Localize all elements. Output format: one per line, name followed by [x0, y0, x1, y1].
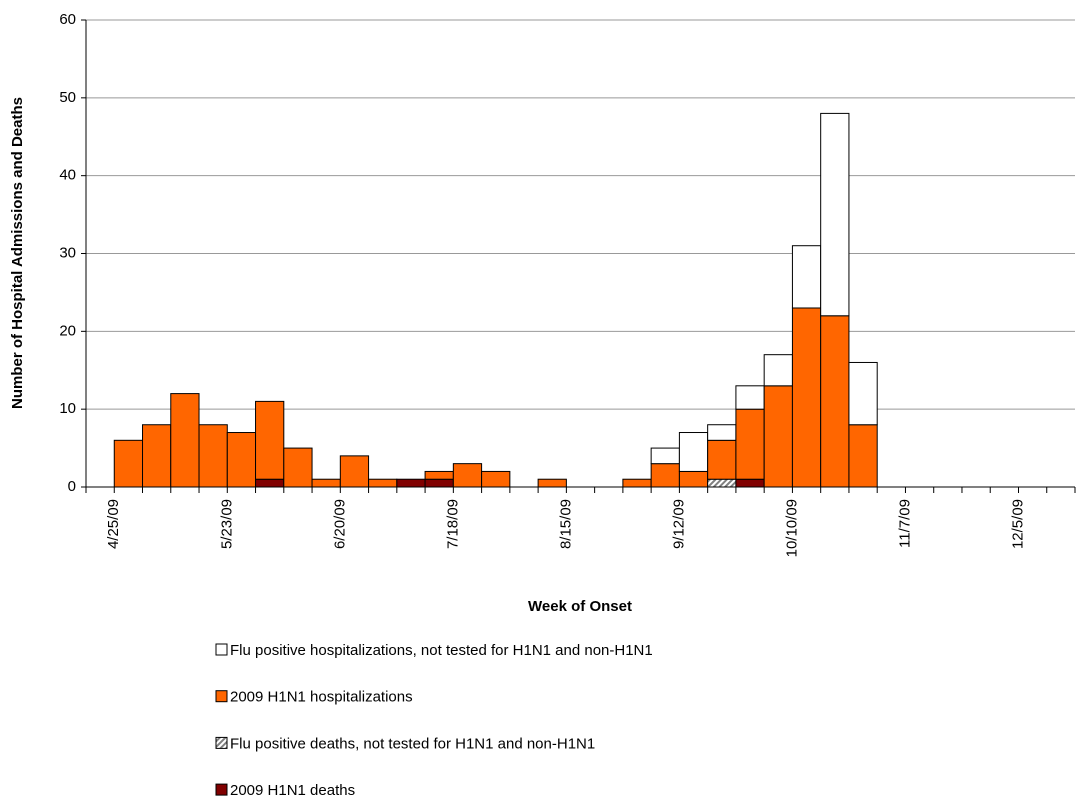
- legend-swatch: [215, 643, 228, 656]
- bar-segment: [622, 478, 652, 488]
- legend-swatch: [215, 690, 228, 703]
- bar-segment: [763, 354, 793, 387]
- bar-segment: [226, 432, 257, 488]
- bar-segment: [452, 463, 483, 488]
- legend-label: 2009 H1N1 deaths: [230, 782, 355, 799]
- bar-segment: [424, 470, 454, 480]
- x-tick-label: 7/18/09: [444, 499, 461, 549]
- y-tick-label: 10: [59, 400, 76, 417]
- bar-segment: [424, 478, 454, 488]
- x-tick-label: 5/23/09: [218, 499, 235, 549]
- bar-segment: [198, 424, 228, 488]
- bar-segment: [848, 361, 878, 426]
- bar-segment: [368, 478, 398, 488]
- bar-segment: [170, 393, 200, 488]
- bar-segment: [678, 432, 709, 472]
- legend-swatch: [215, 783, 228, 796]
- bar-segment: [791, 245, 822, 309]
- x-tick-label: 4/25/09: [105, 499, 122, 549]
- x-tick-label: 9/12/09: [670, 499, 687, 549]
- x-tick-label: 10/10/09: [783, 499, 800, 557]
- bar-segment: [255, 400, 285, 480]
- bar-segment: [820, 315, 850, 488]
- bar-segment: [678, 470, 709, 488]
- bar-segment: [735, 385, 765, 410]
- bar-segment: [848, 424, 878, 488]
- bar-segment: [707, 478, 737, 488]
- bar-segment: [113, 439, 144, 488]
- bar-segment: [707, 439, 737, 480]
- y-tick-label: 40: [59, 167, 76, 184]
- legend-swatch: [215, 736, 228, 749]
- x-tick-label: 8/15/09: [557, 499, 574, 549]
- bar-segment: [142, 424, 172, 488]
- x-tick-label: 12/5/09: [1009, 499, 1026, 549]
- bar-segment: [339, 455, 370, 488]
- bar-segment: [650, 463, 680, 488]
- bar-segment: [283, 447, 313, 488]
- bar-segment: [735, 408, 765, 480]
- bar-segment: [255, 478, 285, 488]
- bar-segment: [396, 478, 426, 488]
- legend-label: Flu positive hospitalizations, not teste…: [230, 642, 653, 659]
- bar-segment: [791, 307, 822, 488]
- bar-segment: [650, 447, 680, 465]
- y-tick-label: 20: [59, 322, 76, 339]
- x-axis-title: Week of Onset: [528, 598, 632, 615]
- y-axis-title: Number of Hospital Admissions and Deaths: [9, 97, 26, 409]
- legend-label: Flu positive deaths, not tested for H1N1…: [230, 735, 595, 752]
- y-tick-label: 30: [59, 244, 76, 261]
- bar-segment: [763, 385, 793, 488]
- bar-segment: [537, 478, 567, 488]
- x-tick-label: 11/7/09: [896, 499, 913, 548]
- x-tick-label: 6/20/09: [331, 499, 348, 549]
- y-tick-label: 60: [59, 11, 76, 28]
- bar-segment: [735, 478, 765, 488]
- legend-label: 2009 H1N1 hospitalizations: [230, 689, 413, 706]
- y-tick-label: 0: [68, 478, 76, 495]
- y-tick-label: 50: [59, 89, 76, 106]
- bar-segment: [707, 424, 737, 441]
- bar-segment: [820, 112, 850, 317]
- bar-segment: [311, 478, 341, 488]
- bar-segment: [481, 470, 511, 488]
